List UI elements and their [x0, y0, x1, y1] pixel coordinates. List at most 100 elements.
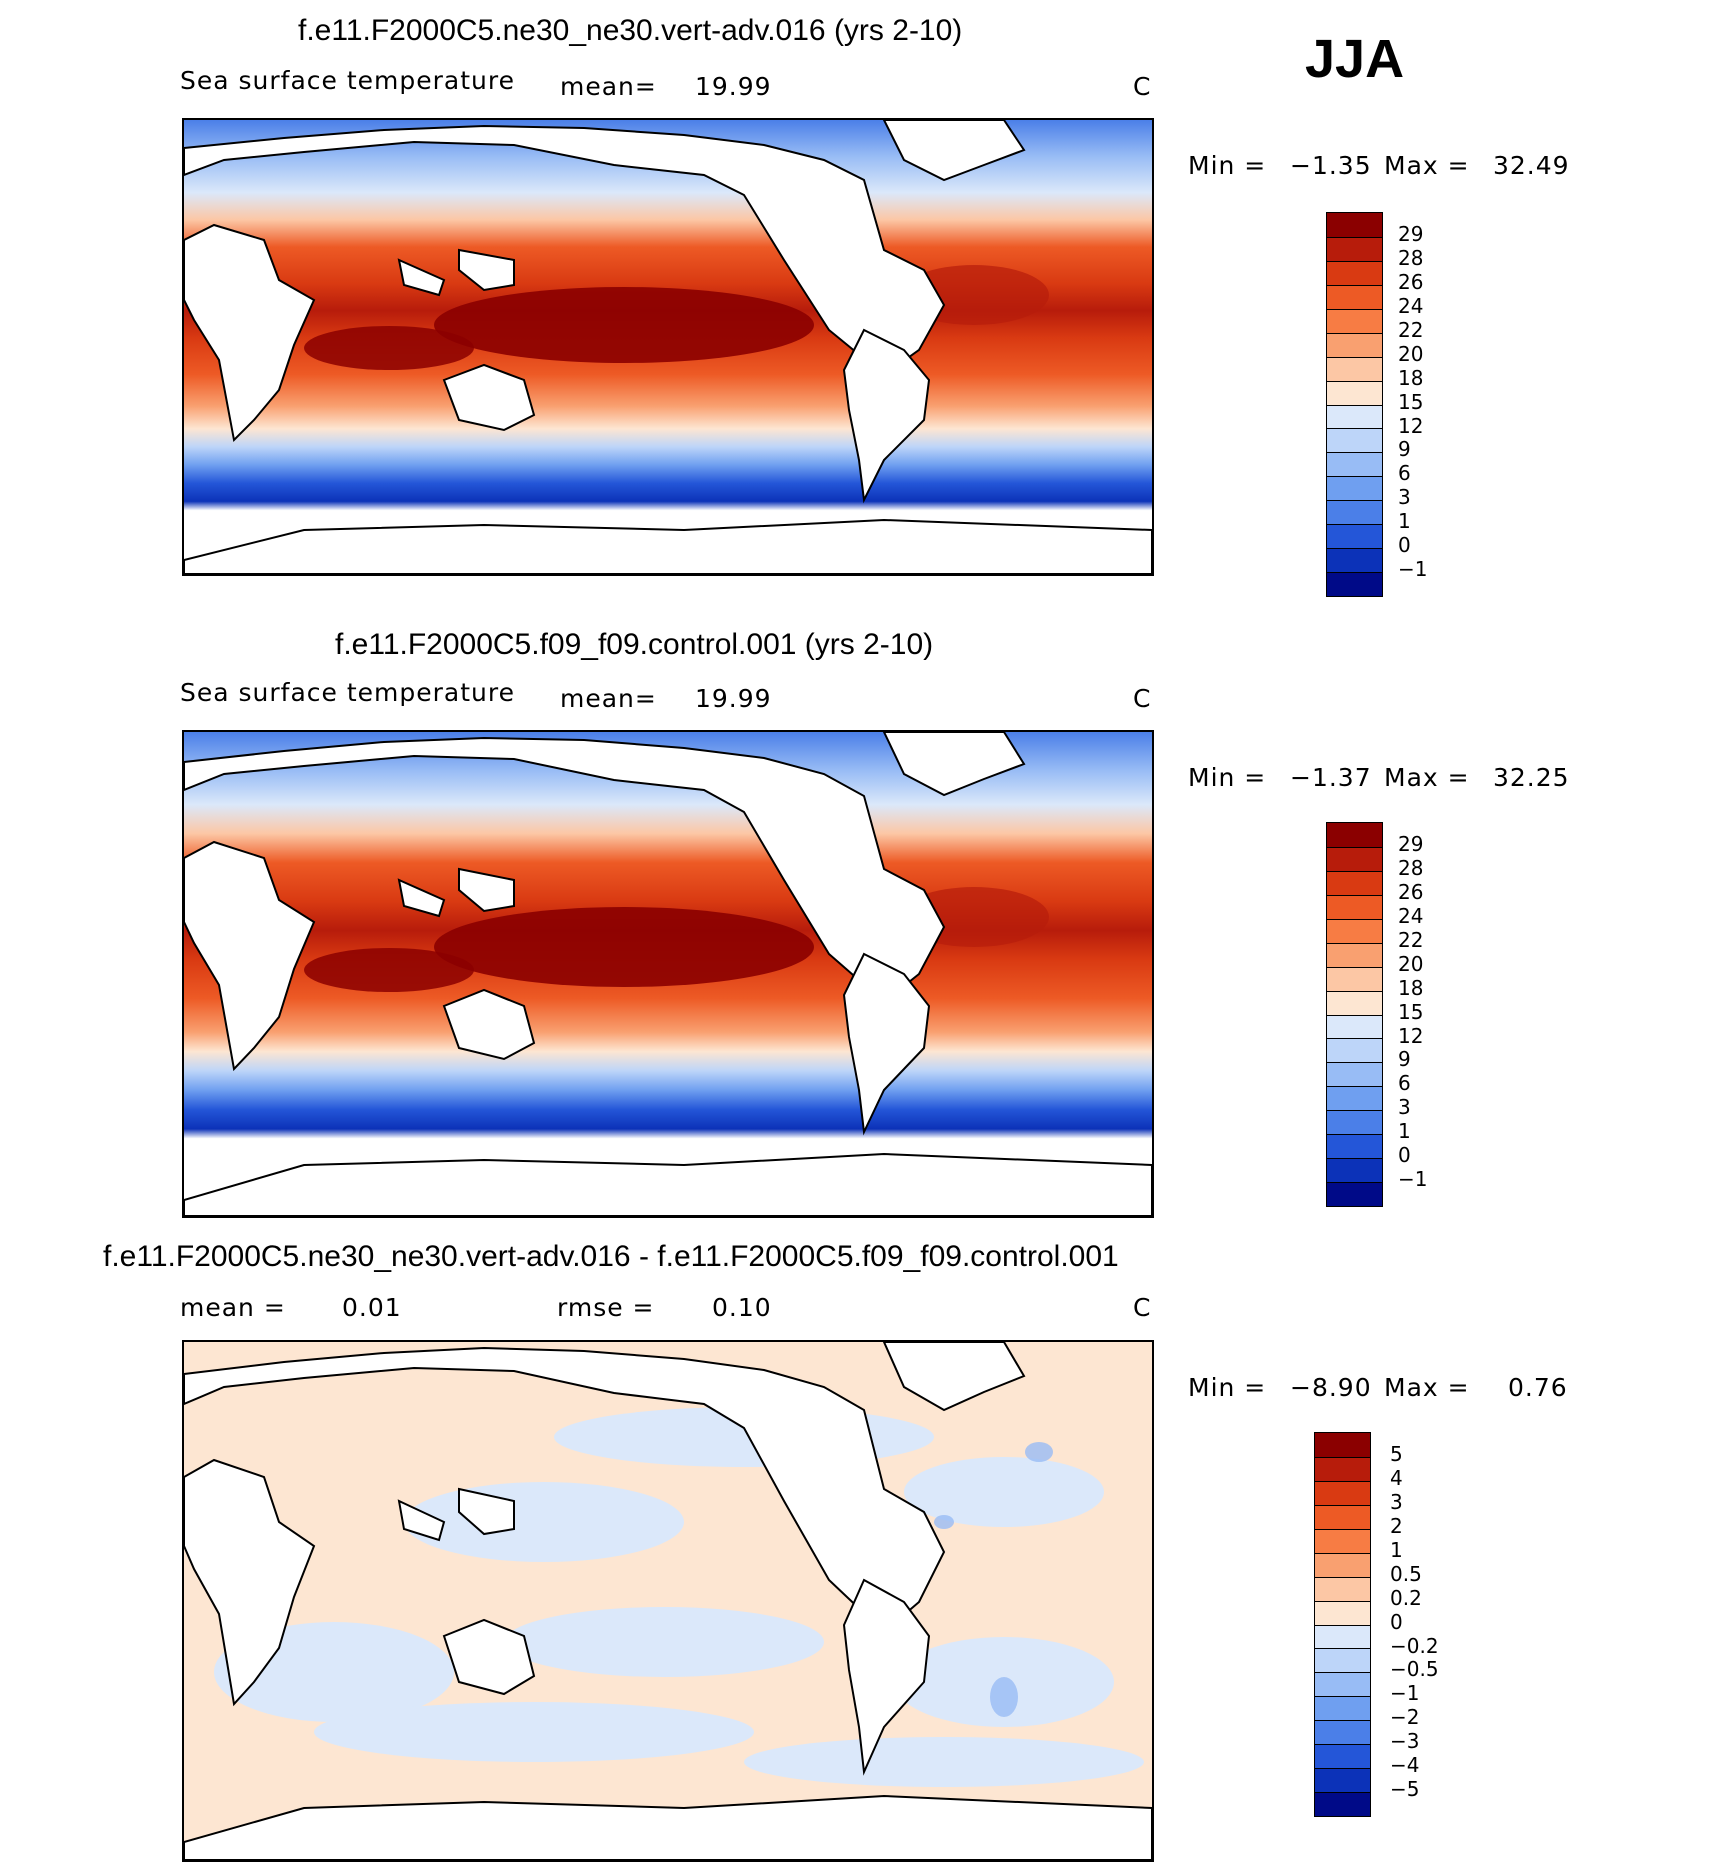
colorbar-swatch — [1315, 1672, 1370, 1697]
colorbar-tick-label: 0.5 — [1390, 1561, 1422, 1586]
panel1-units: C — [1133, 72, 1152, 101]
colorbar-tick-label: 1 — [1398, 1119, 1411, 1144]
panel1-colorbar-labels: 29 28 26 24 22 20 18 15 12 9 6 3 1 0 −1 — [1398, 224, 1458, 594]
colorbar-tick-label: 22 — [1398, 927, 1424, 952]
colorbar-tick-label: 2 — [1390, 1513, 1403, 1538]
colorbar-tick-label: 9 — [1398, 1047, 1411, 1072]
colorbar-tick-label: 29 — [1398, 222, 1424, 246]
colorbar-swatch — [1327, 966, 1382, 991]
colorbar-swatch — [1327, 548, 1382, 573]
colorbar-tick-label: 3 — [1398, 485, 1411, 510]
panel2-max-label: Max = — [1384, 763, 1470, 792]
colorbar-tick-label: −3 — [1390, 1729, 1420, 1754]
panel3-map — [182, 1340, 1154, 1862]
colorbar-swatch — [1327, 990, 1382, 1015]
panel2-map-svg — [184, 732, 1152, 1216]
colorbar-tick-label: 4 — [1390, 1465, 1403, 1490]
colorbar-tick-label: 5 — [1390, 1442, 1403, 1466]
colorbar-tick-label: −4 — [1390, 1753, 1420, 1778]
colorbar-swatch — [1327, 308, 1382, 333]
colorbar-swatch — [1315, 1504, 1370, 1529]
panel1-max-label: Max = — [1384, 151, 1470, 180]
panel3-colorbar — [1314, 1432, 1371, 1817]
colorbar-swatch — [1315, 1744, 1370, 1769]
colorbar-swatch — [1327, 332, 1382, 357]
panel1-variable-label: Sea surface temperature — [180, 66, 515, 95]
colorbar-tick-label: 1 — [1390, 1537, 1403, 1562]
colorbar-swatch — [1327, 500, 1382, 525]
panel3-max-value: 0.76 — [1508, 1373, 1568, 1402]
panel1-map-svg — [184, 120, 1152, 574]
colorbar-tick-label: −1 — [1398, 1167, 1428, 1192]
panel3-map-svg — [184, 1342, 1152, 1860]
colorbar-swatch — [1327, 1038, 1382, 1063]
panel3-min-value: −8.90 — [1290, 1373, 1372, 1402]
panel2-min-value: −1.37 — [1290, 763, 1372, 792]
colorbar-tick-label: 3 — [1390, 1489, 1403, 1514]
colorbar-swatch — [1315, 1456, 1370, 1481]
colorbar-tick-label: 28 — [1398, 855, 1424, 880]
colorbar-swatch — [1327, 942, 1382, 967]
colorbar-tick-label: 12 — [1398, 1023, 1424, 1048]
colorbar-tick-label: 24 — [1398, 903, 1424, 928]
colorbar-swatch — [1315, 1720, 1370, 1745]
panel1-min-value: −1.35 — [1290, 151, 1372, 180]
colorbar-tick-label: 6 — [1398, 461, 1411, 486]
colorbar-swatch — [1327, 236, 1382, 261]
colorbar-swatch — [1327, 1062, 1382, 1087]
panel2-map — [182, 730, 1154, 1218]
colorbar-tick-label: 20 — [1398, 341, 1424, 366]
colorbar-swatch — [1327, 380, 1382, 405]
colorbar-tick-label: 0 — [1390, 1609, 1403, 1634]
colorbar-swatch — [1327, 1158, 1382, 1183]
panel2-min-label: Min = — [1188, 763, 1267, 792]
colorbar-swatch — [1327, 404, 1382, 429]
colorbar-swatch — [1315, 1768, 1370, 1793]
colorbar-tick-label: 12 — [1398, 413, 1424, 438]
colorbar-tick-label: 18 — [1398, 975, 1424, 1000]
panel2-max-value: 32.25 — [1493, 763, 1570, 792]
colorbar-swatch — [1315, 1624, 1370, 1649]
colorbar-tick-label: −1 — [1390, 1681, 1420, 1706]
colorbar-tick-label: −5 — [1390, 1777, 1420, 1802]
panel3-mean-label: mean = — [180, 1293, 286, 1322]
panel3-max-label: Max = — [1384, 1373, 1470, 1402]
colorbar-swatch — [1315, 1528, 1370, 1553]
panel2-units: C — [1133, 684, 1152, 713]
panel3-units: C — [1133, 1293, 1152, 1322]
panel1-min-label: Min = — [1188, 151, 1267, 180]
colorbar-swatch — [1315, 1576, 1370, 1601]
colorbar-swatch — [1315, 1480, 1370, 1505]
panel1-max-value: 32.49 — [1493, 151, 1570, 180]
colorbar-swatch — [1315, 1600, 1370, 1625]
colorbar-swatch — [1327, 918, 1382, 943]
colorbar-tick-label: 1 — [1398, 509, 1411, 534]
colorbar-swatch — [1327, 260, 1382, 285]
panel1-mean-value: 19.99 — [695, 72, 772, 101]
panel2-title: f.e11.F2000C5.f09_f09.control.001 (yrs 2… — [335, 628, 934, 661]
colorbar-tick-label: 0.2 — [1390, 1585, 1422, 1610]
colorbar-tick-label: 15 — [1398, 999, 1424, 1024]
colorbar-tick-label: 0 — [1398, 533, 1411, 558]
colorbar-swatch — [1327, 823, 1382, 847]
colorbar-tick-label: −0.5 — [1390, 1657, 1439, 1682]
season-label: JJA — [1305, 29, 1405, 89]
colorbar-tick-label: 20 — [1398, 951, 1424, 976]
panel3-rmse-value: 0.10 — [712, 1293, 772, 1322]
colorbar-swatch — [1315, 1792, 1370, 1816]
colorbar-swatch — [1327, 846, 1382, 871]
panel2-variable-label: Sea surface temperature — [180, 678, 515, 707]
colorbar-tick-label: 15 — [1398, 389, 1424, 414]
colorbar-tick-label: 3 — [1398, 1095, 1411, 1120]
colorbar-swatch — [1327, 356, 1382, 381]
colorbar-swatch — [1315, 1696, 1370, 1721]
panel3-min-label: Min = — [1188, 1373, 1267, 1402]
colorbar-tick-label: 26 — [1398, 269, 1424, 294]
panel1-map — [182, 118, 1154, 576]
colorbar-swatch — [1315, 1552, 1370, 1577]
colorbar-swatch — [1327, 1086, 1382, 1111]
colorbar-swatch — [1327, 524, 1382, 549]
panel1-mean-label: mean= — [560, 72, 657, 101]
panel3-rmse-label: rmse = — [557, 1293, 655, 1322]
colorbar-swatch — [1327, 452, 1382, 477]
